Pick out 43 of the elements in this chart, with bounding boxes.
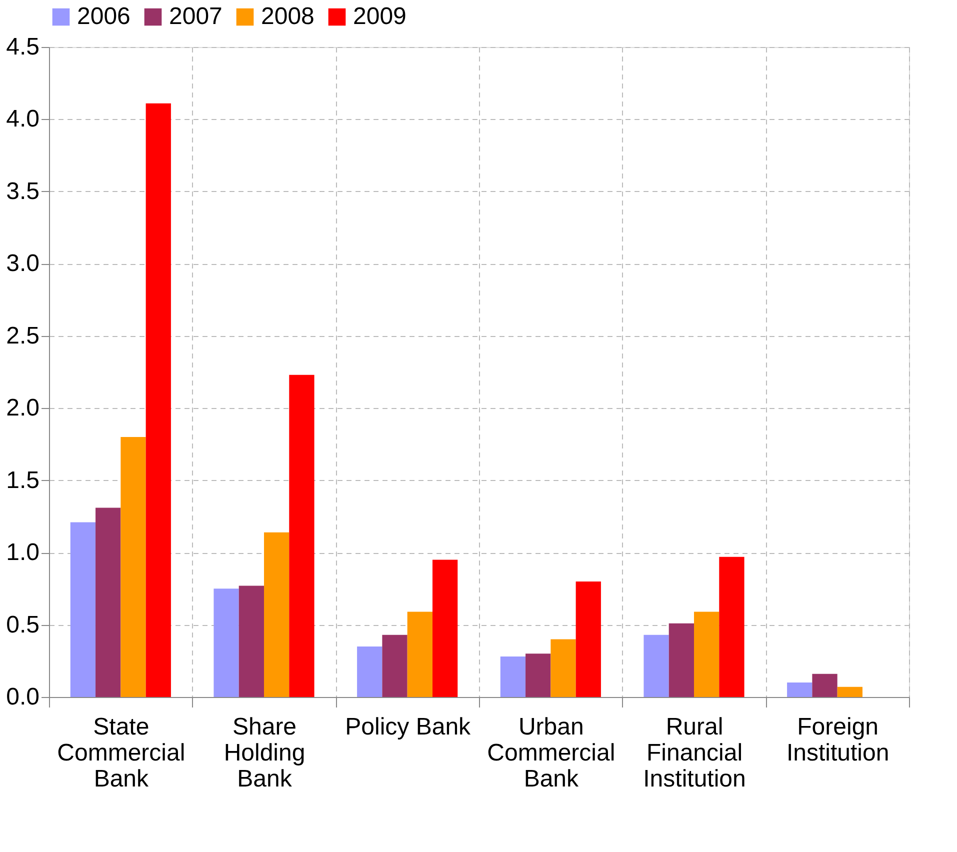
bar — [668, 623, 694, 697]
bar — [264, 532, 290, 697]
x-tick-label: Urban Commercial Bank — [487, 714, 616, 792]
y-tick-label: 1.0 — [6, 539, 40, 566]
bar — [812, 674, 838, 697]
x-tick-label: Rural Financial Institution — [643, 714, 746, 792]
bar — [500, 656, 526, 697]
bar — [407, 612, 432, 697]
y-tick-label: 4.0 — [6, 106, 40, 133]
bar — [550, 639, 576, 697]
x-tick-label: Share Holding Bank — [224, 714, 306, 792]
y-tick-label: 3.5 — [6, 178, 40, 205]
x-tick-label: Policy Bank — [345, 714, 472, 740]
bar — [70, 522, 96, 697]
bar — [787, 682, 812, 697]
bar — [96, 508, 121, 697]
y-tick-label: 1.5 — [6, 466, 40, 494]
legend-label: 2008 — [261, 3, 314, 30]
bar — [238, 586, 264, 697]
x-tick-label: State Commercial Bank — [57, 714, 186, 792]
bar — [120, 437, 146, 697]
legend-label: 2007 — [169, 3, 222, 30]
legend-label: 2006 — [77, 3, 130, 30]
y-tick-label: 2.0 — [6, 394, 40, 422]
bar — [576, 581, 601, 697]
x-tick-label: Foreign Institution — [786, 714, 890, 766]
bar — [719, 556, 744, 697]
y-tick-label: 2.5 — [6, 322, 40, 350]
bar — [837, 686, 862, 697]
y-tick-label: 0.0 — [6, 684, 40, 710]
bar — [644, 634, 669, 697]
bar — [694, 612, 720, 697]
bar — [214, 588, 239, 697]
bar — [526, 654, 551, 697]
bar — [432, 560, 458, 697]
bar — [146, 103, 171, 697]
y-tick-label: 0.5 — [6, 611, 40, 638]
bar — [382, 634, 408, 697]
bar — [357, 646, 382, 697]
legend-label: 2009 — [353, 3, 406, 30]
y-tick-label: 3.0 — [6, 250, 40, 278]
y-tick-label: 4.5 — [6, 34, 40, 60]
bar — [289, 374, 314, 697]
